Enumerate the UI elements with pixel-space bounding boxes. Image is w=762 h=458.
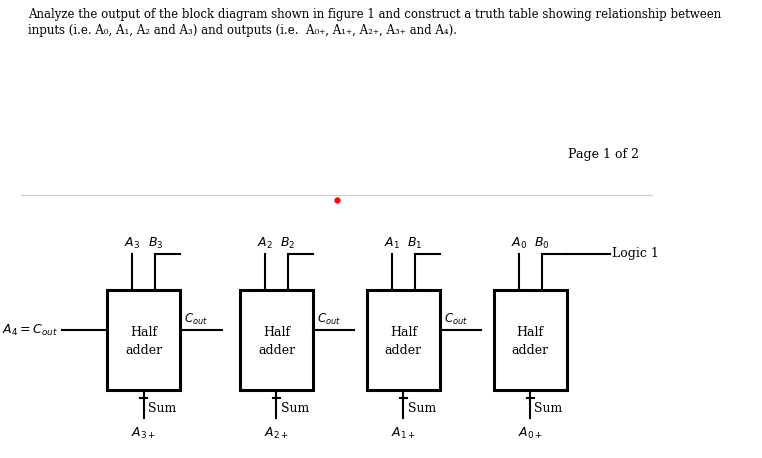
Text: adder: adder [125,344,162,356]
Text: $A_{2+}$: $A_{2+}$ [264,426,289,441]
Text: $B_1$: $B_1$ [408,236,423,251]
Text: $B_0$: $B_0$ [534,236,549,251]
Text: $A_2$: $A_2$ [257,236,273,251]
Text: adder: adder [512,344,549,356]
Text: Sum: Sum [148,402,176,414]
Bar [107,290,181,390]
Text: $A_0$: $A_0$ [511,236,527,251]
Text: $A_{1+}$: $A_{1+}$ [391,426,416,441]
Text: adder: adder [258,344,295,356]
Text: Half: Half [517,326,544,338]
Text: $B_2$: $B_2$ [280,236,296,251]
Text: Sum: Sum [534,402,562,414]
Text: adder: adder [385,344,422,356]
Text: Sum: Sum [280,402,309,414]
Bar [240,290,313,390]
Text: inputs (i.e. A₀, A₁, A₂ and A₃) and outputs (i.e.  A₀₊, A₁₊, A₂₊, A₃₊ and A₄).: inputs (i.e. A₀, A₁, A₂ and A₃) and outp… [27,24,456,37]
Text: Page 1 of 2: Page 1 of 2 [568,148,639,161]
Text: Half: Half [390,326,417,338]
Text: Half: Half [263,326,290,338]
Text: $A_{3+}$: $A_{3+}$ [131,426,156,441]
Bar [494,290,567,390]
Text: $A_3$: $A_3$ [124,236,140,251]
Text: Logic 1: Logic 1 [613,247,659,261]
Text: $C_{out}$: $C_{out}$ [184,312,208,327]
Text: Sum: Sum [408,402,436,414]
Text: Analyze the output of the block diagram shown in figure 1 and construct a truth : Analyze the output of the block diagram … [27,8,721,21]
Text: $A_1$: $A_1$ [384,236,400,251]
Text: Half: Half [130,326,157,338]
Text: $A_4 = C_{out}$: $A_4 = C_{out}$ [2,322,58,338]
Text: $A_{0+}$: $A_{0+}$ [518,426,543,441]
Bar [367,290,440,390]
Text: $C_{out}$: $C_{out}$ [317,312,341,327]
Text: $B_3$: $B_3$ [148,236,163,251]
Text: $C_{out}$: $C_{out}$ [444,312,468,327]
